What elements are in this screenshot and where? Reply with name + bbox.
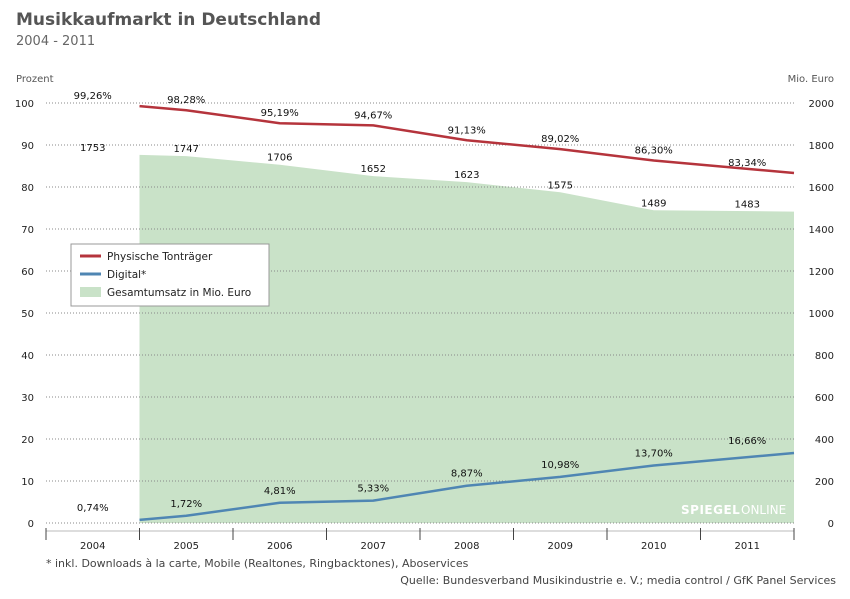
y-left-tick-label: 70 [21, 225, 34, 236]
watermark-online: ONLINE [741, 503, 786, 517]
chart-title: Musikkaufmarkt in Deutschland [16, 10, 322, 30]
x-tick-label: 2005 [174, 541, 199, 552]
data-label-gesamtumsatz: 1652 [361, 164, 386, 175]
data-label-digital: 16,66% [728, 436, 766, 447]
data-label-gesamtumsatz: 1575 [548, 180, 573, 191]
x-tick-label: 2007 [361, 541, 386, 552]
data-label-physisch: 89,02% [541, 134, 579, 145]
y-right-tick-label: 1800 [809, 141, 834, 152]
y-right-tick-label: 1400 [809, 225, 834, 236]
watermark-spiegel: SPIEGEL [681, 503, 740, 517]
data-label-digital: 1,72% [170, 499, 202, 510]
y-right-tick-label: 200 [815, 477, 834, 488]
y-right-tick-label: 1000 [809, 309, 834, 320]
y-left-tick-label: 100 [15, 99, 34, 110]
source-note: Quelle: Bundesverband Musikindustrie e. … [400, 574, 836, 587]
legend-item-gesamtumsatz-label: Gesamtumsatz in Mio. Euro [107, 287, 251, 299]
data-label-gesamtumsatz: 1753 [80, 143, 105, 154]
data-label-digital: 10,98% [541, 460, 579, 471]
x-tick-label: 2010 [641, 541, 666, 552]
x-tick-label: 2011 [735, 541, 760, 552]
y-left-tick-label: 20 [21, 435, 34, 446]
data-label-physisch: 99,26% [74, 91, 112, 102]
data-label-digital: 8,87% [451, 469, 483, 480]
y-right-axis-label: Mio. Euro [788, 74, 834, 85]
y-right-tick-label: 400 [815, 435, 834, 446]
chart-subtitle: 2004 - 2011 [16, 34, 96, 49]
y-right-tick-label: 2000 [809, 99, 834, 110]
y-left-tick-label: 30 [21, 393, 34, 404]
data-label-physisch: 86,30% [635, 146, 673, 157]
y-left-tick-label: 50 [21, 309, 34, 320]
y-right-tick-label: 800 [815, 351, 834, 362]
footnote: * inkl. Downloads à la carte, Mobile (Re… [46, 557, 469, 570]
legend-item-digital-label: Digital* [107, 269, 146, 281]
y-left-tick-label: 80 [21, 183, 34, 194]
data-label-digital: 5,33% [357, 484, 389, 495]
data-label-gesamtumsatz: 1706 [267, 153, 292, 164]
x-tick-label: 2008 [454, 541, 479, 552]
data-label-digital: 0,74% [77, 503, 109, 514]
y-left-tick-label: 60 [21, 267, 34, 278]
y-right-tick-label: 600 [815, 393, 834, 404]
y-left-tick-label: 0 [28, 519, 34, 530]
y-left-axis-label: Prozent [16, 74, 54, 85]
data-label-physisch: 95,19% [261, 108, 299, 119]
data-label-gesamtumsatz: 1623 [454, 170, 479, 181]
y-left-tick-label: 40 [21, 351, 34, 362]
y-right-tick-label: 1600 [809, 183, 834, 194]
y-right-tick-label: 0 [828, 519, 834, 530]
y-left-tick-label: 90 [21, 141, 34, 152]
line-digital [139, 451, 795, 522]
y-left-tick-label: 10 [21, 477, 34, 488]
data-label-gesamtumsatz: 1747 [174, 144, 199, 155]
legend-item-physisch-label: Physische Tonträger [107, 251, 213, 263]
area-gesamtumsatz [139, 154, 794, 523]
line-physische-tontraeger [139, 104, 795, 175]
legend-item-gesamtumsatz-swatch [80, 287, 101, 297]
data-label-physisch: 94,67% [354, 110, 392, 121]
x-tick-label: 2004 [80, 541, 105, 552]
legend-box [70, 243, 270, 307]
data-label-physisch: 83,34% [728, 158, 766, 169]
data-label-physisch: 98,28% [167, 95, 205, 106]
data-label-physisch: 91,13% [448, 125, 486, 136]
data-label-gesamtumsatz: 1483 [735, 200, 760, 211]
y-right-tick-label: 1200 [809, 267, 834, 278]
data-label-digital: 4,81% [264, 486, 296, 497]
x-tick-label: 2009 [548, 541, 573, 552]
data-label-gesamtumsatz: 1489 [641, 198, 666, 209]
x-tick-label: 2006 [267, 541, 292, 552]
data-label-digital: 13,70% [635, 448, 673, 459]
